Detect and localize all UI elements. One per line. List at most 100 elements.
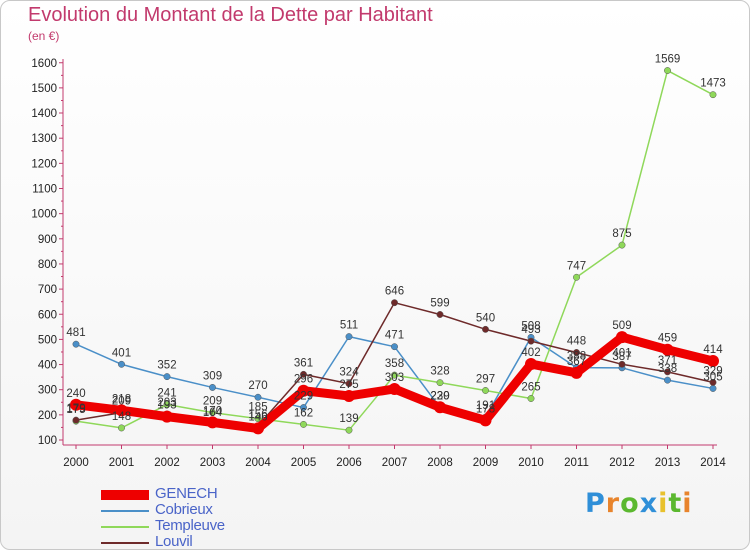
data-label-genech: 402 bbox=[521, 347, 540, 359]
x-tick-label: 2008 bbox=[427, 457, 453, 469]
data-point-templeuve bbox=[345, 426, 353, 434]
x-tick-label: 2005 bbox=[291, 457, 317, 469]
data-label-templeuve: 265 bbox=[521, 382, 540, 394]
data-point-cobrieux bbox=[254, 393, 262, 401]
y-tick-label: 1600 bbox=[31, 58, 57, 70]
data-point-genech bbox=[206, 416, 219, 429]
data-label-templeuve: 148 bbox=[112, 411, 131, 423]
data-label-louvil: 324 bbox=[339, 367, 359, 379]
data-point-cobrieux bbox=[118, 360, 125, 368]
data-label-templeuve: 747 bbox=[567, 260, 586, 272]
y-tick-label: 900 bbox=[38, 234, 57, 246]
data-point-templeuve bbox=[118, 424, 125, 432]
data-label-genech: 218 bbox=[112, 393, 131, 405]
data-point-cobrieux bbox=[709, 384, 717, 392]
data-label-templeuve: 209 bbox=[203, 396, 222, 408]
data-point-templeuve bbox=[527, 395, 535, 402]
logo-letter: x bbox=[639, 488, 659, 519]
data-point-cobrieux bbox=[300, 404, 307, 412]
legend-swatch bbox=[101, 510, 149, 512]
data-label-cobrieux: 270 bbox=[248, 380, 267, 392]
data-point-templeuve bbox=[664, 67, 671, 74]
data-point-templeuve bbox=[163, 401, 171, 408]
y-tick-label: 700 bbox=[38, 284, 57, 296]
data-point-louvil bbox=[436, 311, 444, 318]
data-label-cobrieux: 508 bbox=[521, 320, 540, 332]
data-point-templeuve bbox=[254, 415, 262, 423]
data-label-cobrieux: 352 bbox=[157, 360, 176, 372]
data-point-templeuve bbox=[300, 420, 307, 428]
data-point-genech bbox=[297, 384, 310, 397]
logo-letter: i bbox=[658, 488, 669, 519]
data-label-genech: 170 bbox=[203, 405, 222, 417]
data-label-templeuve: 875 bbox=[612, 228, 631, 240]
data-label-templeuve: 297 bbox=[476, 373, 495, 385]
y-tick-label: 600 bbox=[38, 309, 57, 321]
data-label-cobrieux: 229 bbox=[294, 391, 313, 403]
data-point-cobrieux bbox=[163, 373, 171, 381]
legend-label: GENECH bbox=[155, 485, 218, 502]
data-label-louvil: 329 bbox=[703, 365, 722, 377]
data-label-cobrieux: 471 bbox=[385, 330, 404, 342]
data-label-cobrieux: 309 bbox=[203, 370, 222, 382]
data-label-cobrieux: 401 bbox=[112, 347, 131, 359]
data-label-templeuve: 241 bbox=[157, 388, 176, 400]
data-label-cobrieux: 388 bbox=[567, 351, 586, 363]
data-label-louvil: 164 bbox=[203, 407, 223, 419]
chart-subtitle: (en €) bbox=[28, 29, 60, 43]
y-tick-label: 100 bbox=[38, 435, 57, 447]
data-point-templeuve bbox=[436, 379, 444, 387]
y-tick-label: 300 bbox=[38, 385, 57, 397]
data-label-louvil: 540 bbox=[476, 312, 495, 324]
y-tick-label: 1000 bbox=[31, 209, 57, 221]
y-tick-label: 1200 bbox=[31, 158, 57, 170]
logo-letter: o bbox=[620, 488, 640, 519]
data-label-cobrieux: 191 bbox=[476, 400, 495, 412]
legend-label: Louvil bbox=[155, 533, 193, 550]
chart-title: Evolution du Montant de la Dette par Hab… bbox=[28, 4, 433, 26]
data-label-genech: 146 bbox=[248, 411, 267, 423]
x-tick-label: 2000 bbox=[63, 457, 89, 469]
y-tick-label: 500 bbox=[38, 334, 57, 346]
legend-label: Cobrieux bbox=[155, 501, 213, 518]
data-label-genech: 240 bbox=[66, 388, 85, 400]
data-label-louvil: 209 bbox=[112, 396, 131, 408]
legend-swatch bbox=[101, 542, 149, 544]
data-label-genech: 230 bbox=[430, 390, 449, 402]
y-tick-label: 400 bbox=[38, 360, 57, 372]
data-label-templeuve: 1569 bbox=[655, 54, 681, 66]
legend-swatch bbox=[101, 526, 149, 528]
data-point-genech bbox=[388, 382, 401, 395]
data-point-genech bbox=[252, 422, 264, 435]
data-label-louvil: 179 bbox=[66, 403, 85, 415]
data-label-templeuve: 1473 bbox=[700, 78, 726, 90]
data-point-genech bbox=[570, 366, 583, 379]
data-label-louvil: 371 bbox=[658, 355, 677, 367]
data-label-louvil: 448 bbox=[567, 335, 586, 347]
data-label-cobrieux: 387 bbox=[612, 351, 631, 363]
data-point-louvil bbox=[345, 380, 353, 388]
data-label-louvil: 156 bbox=[248, 409, 267, 421]
x-tick-label: 2012 bbox=[609, 457, 635, 469]
x-tick-label: 2011 bbox=[564, 457, 589, 469]
data-label-louvil: 361 bbox=[294, 357, 313, 369]
data-label-cobrieux: 338 bbox=[658, 363, 677, 375]
x-tick-label: 2009 bbox=[473, 457, 499, 469]
x-tick-label: 2014 bbox=[700, 457, 726, 469]
data-point-templeuve bbox=[209, 409, 216, 417]
data-point-templeuve bbox=[709, 91, 717, 99]
data-point-cobrieux bbox=[72, 340, 80, 348]
proxiti-logo: Proxiti bbox=[585, 488, 693, 519]
y-tick-label: 800 bbox=[38, 259, 57, 271]
data-point-genech bbox=[343, 389, 355, 402]
data-point-genech bbox=[115, 404, 128, 417]
logo-letter: i bbox=[682, 488, 693, 519]
data-label-louvil: 599 bbox=[430, 298, 449, 310]
logo-letter: t bbox=[668, 488, 683, 519]
data-label-templeuve: 175 bbox=[66, 404, 85, 416]
logo-letter: P bbox=[585, 488, 606, 519]
data-point-templeuve bbox=[391, 371, 398, 379]
x-tick-label: 2003 bbox=[200, 457, 226, 469]
